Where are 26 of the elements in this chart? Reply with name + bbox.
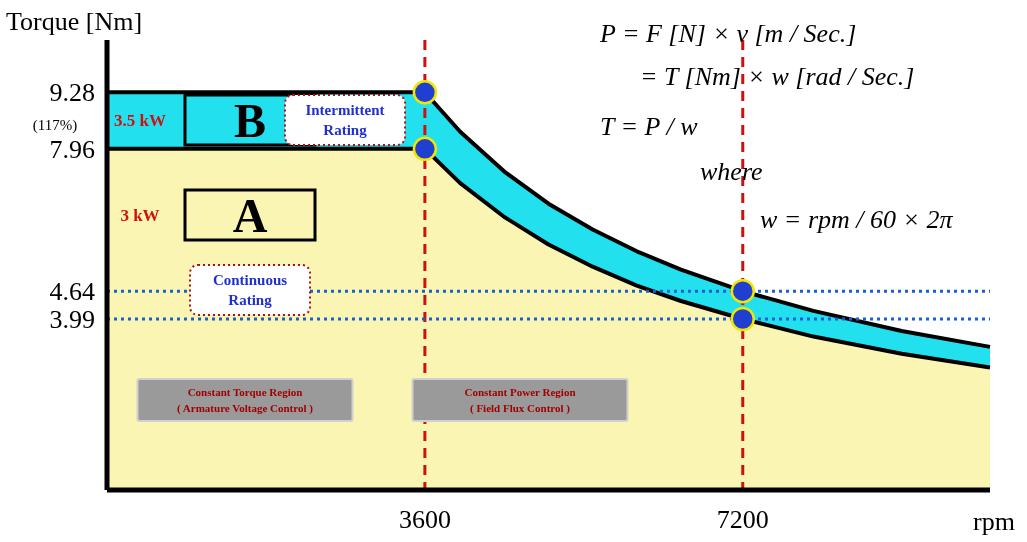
- point: [412, 136, 438, 162]
- annotation: Constant Torque Region ( Armature Voltage Control ): [177, 385, 314, 415]
- annotation: Intermittent Rating: [305, 102, 385, 138]
- annotation: w = rpm / 60 × 2π: [760, 205, 954, 234]
- y-tick-label: 7.96: [49, 134, 95, 164]
- point: [730, 306, 756, 332]
- annotation: T = P / w: [600, 112, 699, 141]
- x-tick-label: 7200: [716, 505, 769, 534]
- point: [412, 80, 438, 105]
- y-tick-label: 9.28: [49, 78, 95, 108]
- annotation: 3.5 kW: [114, 111, 166, 130]
- annotation: B: [233, 94, 267, 147]
- point: [730, 278, 756, 304]
- annotation: Constant Power Region ( Field Flux Control ): [464, 385, 576, 415]
- annotation: = T [Nm] × w [rad / Sec.]: [640, 62, 915, 91]
- annotation: where: [700, 157, 763, 186]
- x-axis-title: rpm: [973, 507, 1015, 536]
- y-axis-title: Torque [Nm]: [6, 7, 143, 36]
- y-tick-label: 4.64: [49, 277, 95, 307]
- annotation: Continuous Rating: [212, 272, 288, 308]
- text: (117%): [32, 117, 78, 134]
- x-tick-label: 3600: [398, 505, 451, 534]
- y-tick-label: 3.99: [49, 305, 95, 334]
- annotation: P = F [N] × v [m / Sec.]: [599, 19, 857, 48]
- annotation: A: [232, 189, 268, 242]
- annotation: 3 kW: [120, 206, 160, 225]
